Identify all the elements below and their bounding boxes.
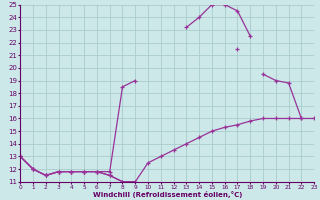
X-axis label: Windchill (Refroidissement éolien,°C): Windchill (Refroidissement éolien,°C): [92, 191, 242, 198]
